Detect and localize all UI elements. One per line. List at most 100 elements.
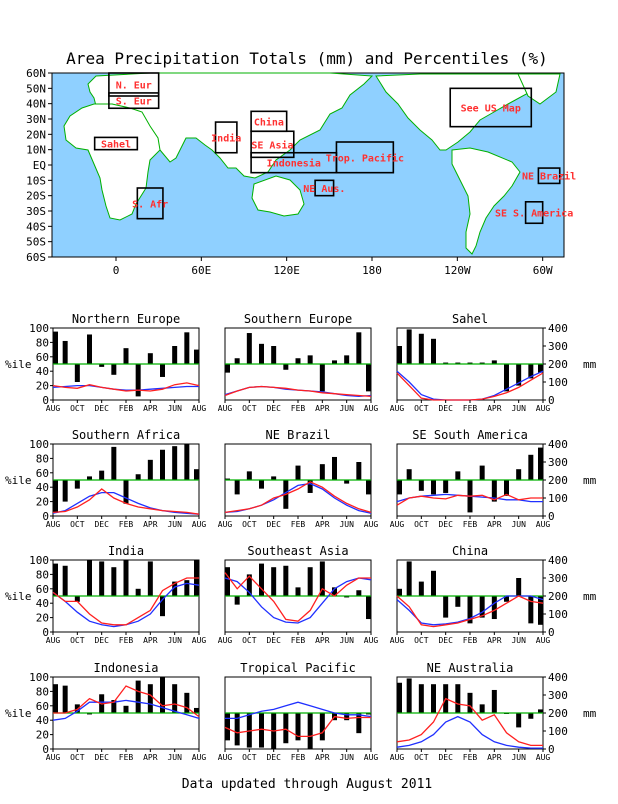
percentile-bar bbox=[184, 580, 190, 596]
percentile-bar bbox=[406, 329, 412, 364]
percentile-bar bbox=[271, 476, 277, 480]
percentile-bar bbox=[87, 476, 92, 480]
month-label: FEB bbox=[119, 520, 134, 529]
percentile-bar bbox=[87, 334, 92, 364]
left-tick-label: 20 bbox=[36, 380, 49, 393]
region-box bbox=[108, 72, 160, 97]
percentile-bar bbox=[455, 362, 461, 364]
land-south-america bbox=[451, 147, 521, 255]
percentile-bar bbox=[99, 470, 105, 480]
right-tick-label: 100 bbox=[548, 725, 568, 738]
month-label: OCT bbox=[242, 636, 257, 645]
region-label: Indonesia bbox=[267, 158, 321, 170]
month-label: APR bbox=[315, 753, 330, 762]
month-label: OCT bbox=[70, 753, 85, 762]
percentile-bar bbox=[53, 480, 58, 513]
percentile-bar bbox=[431, 480, 436, 495]
percentile-bar bbox=[135, 680, 141, 713]
percentile-bar bbox=[504, 596, 509, 602]
month-label: APR bbox=[315, 404, 330, 413]
lat-tick-label: 10N bbox=[26, 144, 46, 157]
lat-tick-label: 30N bbox=[26, 113, 46, 126]
month-label: JUN bbox=[511, 636, 526, 645]
month-label: AUG bbox=[390, 636, 405, 645]
percentile-bar bbox=[504, 480, 509, 496]
percentile-bar bbox=[147, 684, 153, 713]
percentile-bar bbox=[418, 581, 424, 596]
percentile-bar bbox=[397, 480, 402, 495]
month-label: AUG bbox=[218, 404, 233, 413]
left-tick-label: 40 bbox=[36, 597, 49, 610]
month-label: DEC bbox=[266, 753, 281, 762]
right-tick-label: 100 bbox=[548, 492, 568, 505]
percentile-bar bbox=[111, 446, 117, 480]
percentile-bar bbox=[516, 364, 522, 386]
month-label: AUG bbox=[390, 753, 405, 762]
right-tick-label: 200 bbox=[548, 358, 568, 371]
percentile-bar bbox=[344, 355, 350, 364]
percentile-bar bbox=[295, 358, 301, 364]
month-label: AUG bbox=[390, 520, 405, 529]
percentile-bar bbox=[528, 596, 534, 624]
percentile-bar bbox=[62, 685, 68, 713]
percentile-bar bbox=[528, 364, 534, 379]
right-tick-label: 400 bbox=[548, 438, 568, 451]
percentile-bar bbox=[259, 480, 264, 489]
percentile-bar bbox=[283, 713, 289, 744]
percentile-bar bbox=[504, 364, 509, 392]
percentile-bar bbox=[491, 360, 497, 364]
region-label: Trop. Pacific bbox=[326, 152, 404, 164]
mm-axis-label: mm bbox=[583, 707, 597, 720]
month-label: AUG bbox=[218, 753, 233, 762]
land-australia bbox=[251, 175, 305, 217]
left-tick-label: 100 bbox=[29, 554, 49, 567]
mm-axis-label: mm bbox=[583, 590, 597, 603]
lon-tick-label: 120E bbox=[273, 264, 300, 277]
month-label: AUG bbox=[364, 520, 379, 529]
month-label: AUG bbox=[46, 636, 61, 645]
percentile-bar bbox=[356, 713, 362, 734]
right-tick-label: 300 bbox=[548, 456, 568, 469]
percentile-bar bbox=[283, 565, 289, 596]
month-label: DEC bbox=[438, 636, 453, 645]
percentile-bar bbox=[184, 444, 190, 480]
region-label: NE Aus. bbox=[303, 184, 345, 195]
percentile-bar bbox=[225, 478, 230, 480]
percentile-bar bbox=[99, 561, 105, 596]
region-label: N. Eur bbox=[116, 81, 152, 92]
normal-precip-line bbox=[224, 577, 372, 624]
percentile-bar bbox=[406, 561, 412, 596]
left-tick-label: 80 bbox=[36, 336, 49, 349]
percentile-bar bbox=[225, 364, 230, 373]
region-label: S. Eur bbox=[116, 97, 152, 108]
month-label: JUN bbox=[167, 520, 182, 529]
month-label: DEC bbox=[94, 636, 109, 645]
month-label: OCT bbox=[242, 753, 257, 762]
panel-title: Tropical Pacific bbox=[240, 661, 356, 675]
percentile-bar bbox=[406, 469, 412, 480]
month-label: AUG bbox=[192, 404, 207, 413]
month-label: OCT bbox=[414, 753, 429, 762]
right-tick-label: 100 bbox=[548, 376, 568, 389]
region-box bbox=[524, 201, 544, 225]
panel: Southeast Asia AUG OCT DEC FEB APR JUN AUG bbox=[218, 544, 379, 645]
percentile-bar bbox=[234, 596, 240, 605]
percentile-bar bbox=[467, 362, 473, 364]
panel-title: NE Australia bbox=[427, 661, 514, 675]
percentile-bar bbox=[135, 474, 141, 480]
percentile-bar bbox=[528, 454, 534, 480]
month-label: FEB bbox=[291, 753, 306, 762]
percentile-bar bbox=[366, 480, 371, 495]
right-tick-label: 200 bbox=[548, 474, 568, 487]
right-tick-label: 400 bbox=[548, 554, 568, 567]
month-label: APR bbox=[315, 636, 330, 645]
right-tick-label: 100 bbox=[548, 608, 568, 621]
month-label: JUN bbox=[511, 520, 526, 529]
month-label: APR bbox=[487, 636, 502, 645]
right-tick-label: 300 bbox=[548, 572, 568, 585]
percentile-bar bbox=[295, 587, 301, 596]
observed-precip-line bbox=[224, 572, 371, 622]
month-label: JUN bbox=[167, 753, 182, 762]
percentile-bar bbox=[271, 567, 277, 596]
